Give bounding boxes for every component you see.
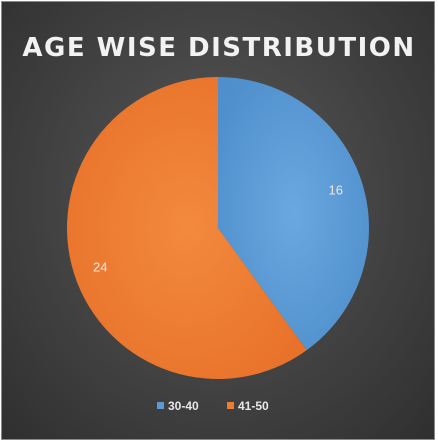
pie-slice-41-50 — [67, 77, 307, 380]
legend: 30-40 41-50 — [157, 399, 269, 413]
legend-swatch-30-40 — [157, 402, 164, 409]
legend-label-41-50: 41-50 — [238, 399, 269, 413]
data-label-41-50: 24 — [93, 259, 107, 274]
chart-title: AGE WISE DISTRIBUTION — [22, 33, 415, 63]
data-label-30-40: 16 — [329, 183, 343, 198]
legend-label-30-40: 30-40 — [168, 399, 199, 413]
legend-swatch-41-50 — [227, 402, 234, 409]
pie-slice-30-40 — [218, 77, 370, 351]
